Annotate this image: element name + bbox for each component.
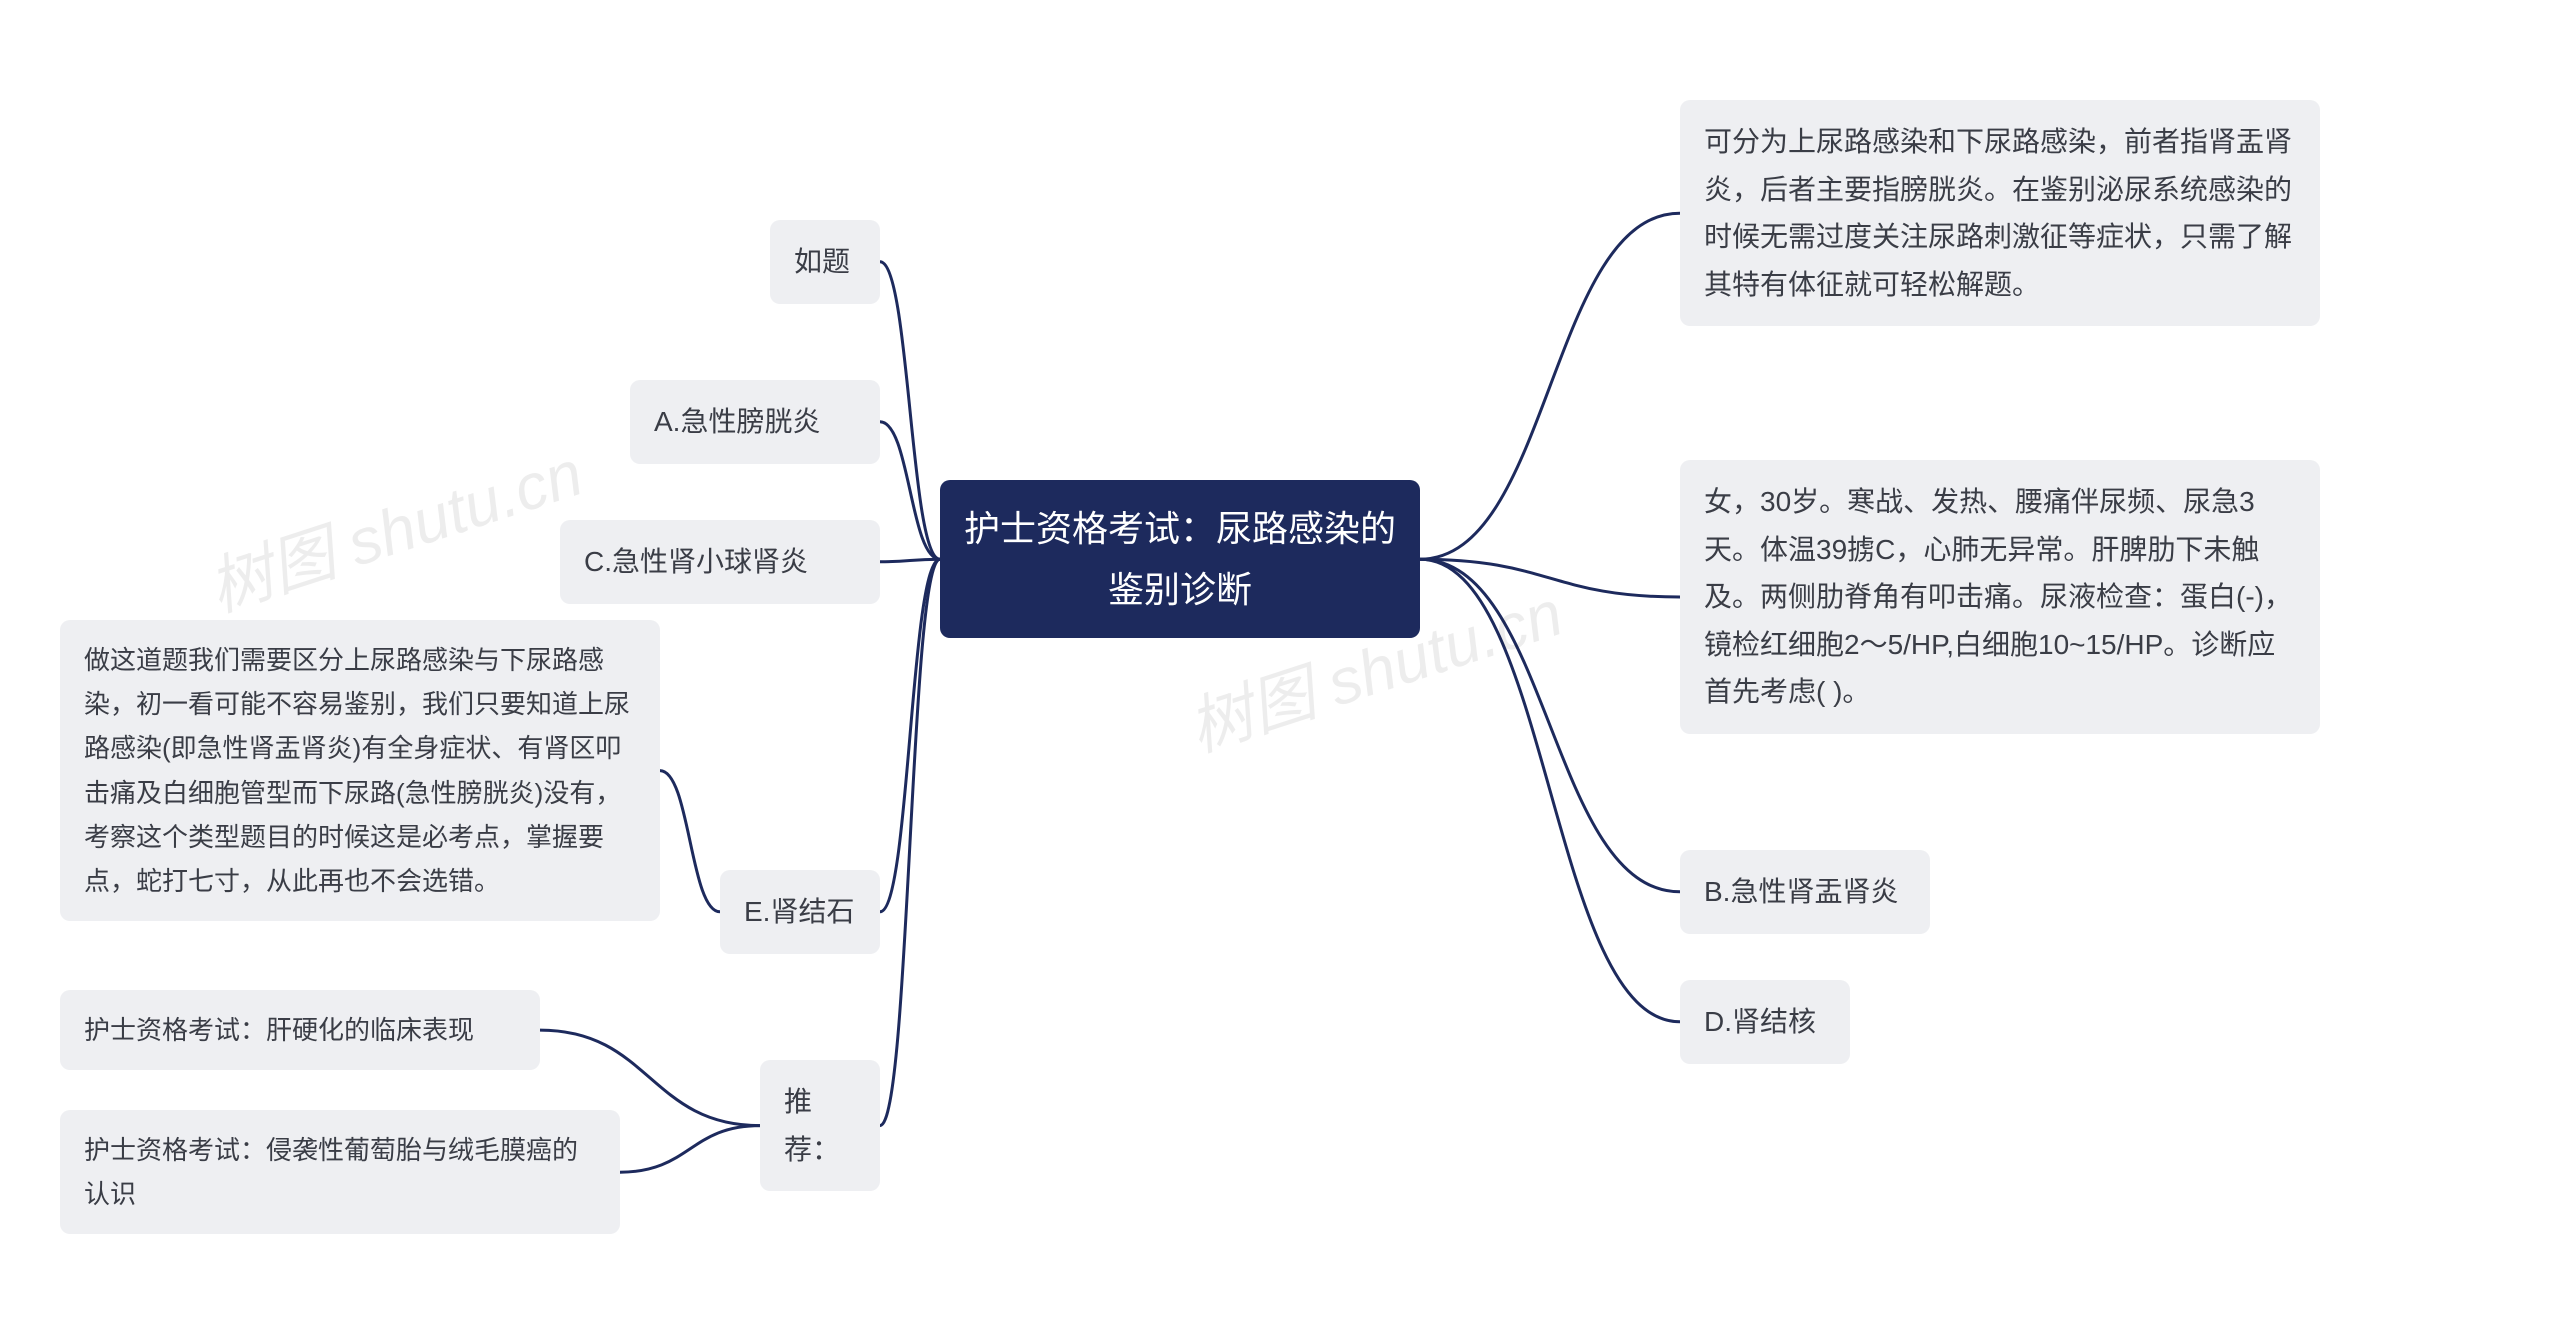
node-recommend-b: 护士资格考试：侵袭性葡萄胎与绒毛膜癌的认识: [60, 1110, 620, 1234]
node-case: 女，30岁。寒战、发热、腰痛伴尿频、尿急3天。体温39掳C，心肺无异常。肝脾肋下…: [1680, 460, 2320, 734]
node-as-title: 如题: [770, 220, 880, 304]
node-option-a: A.急性膀胱炎: [630, 380, 880, 464]
node-recommend: 推荐：: [760, 1060, 880, 1191]
node-option-b: B.急性肾盂肾炎: [1680, 850, 1930, 934]
watermark: 树图 shutu.cn: [195, 422, 592, 629]
node-option-d: D.肾结核: [1680, 980, 1850, 1064]
node-recommend-a: 护士资格考试：肝硬化的临床表现: [60, 990, 540, 1070]
node-option-e: E.肾结石: [720, 870, 880, 954]
node-option-c: C.急性肾小球肾炎: [560, 520, 880, 604]
node-intro: 可分为上尿路感染和下尿路感染，前者指肾盂肾炎，后者主要指膀胱炎。在鉴别泌尿系统感…: [1680, 100, 2320, 326]
node-explanation: 做这道题我们需要区分上尿路感染与下尿路感染，初一看可能不容易鉴别，我们只要知道上…: [60, 620, 660, 921]
mindmap-root: 护士资格考试：尿路感染的鉴别诊断: [940, 480, 1420, 638]
